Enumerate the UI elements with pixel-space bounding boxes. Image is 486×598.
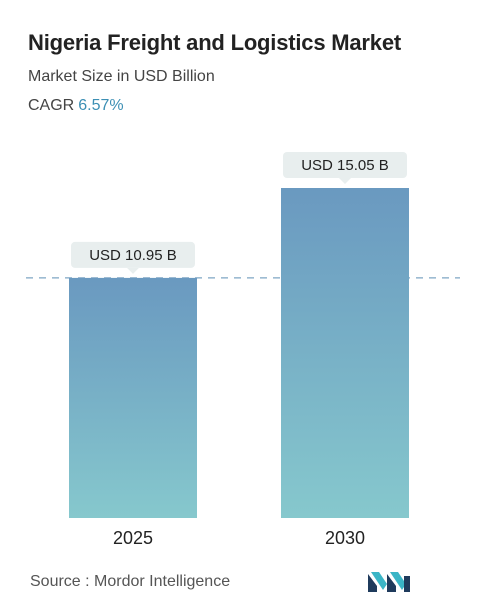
- value-label: USD 15.05 B: [301, 157, 389, 174]
- value-label-badge: [71, 241, 195, 268]
- x-tick-label: 2030: [325, 528, 365, 548]
- bar-chart: USD 10.95 B 2025 USD 15.05 B 2030: [26, 152, 460, 548]
- value-label-pointer: [127, 267, 139, 274]
- value-label-pointer: [339, 178, 351, 184]
- chart-subtitle: Market Size in USD Billion: [28, 68, 215, 85]
- chart-title: Nigeria Freight and Logistics Market: [28, 30, 401, 55]
- mordor-intelligence-logo-icon: [368, 572, 410, 592]
- value-label-badge: [283, 152, 407, 178]
- cagr-row: CAGR 6.57%: [28, 97, 124, 115]
- value-label: USD 10.95 B: [89, 247, 177, 264]
- x-tick-label: 2025: [113, 528, 153, 548]
- cagr-value: 6.57%: [78, 97, 124, 114]
- source-text: Source : Mordor Intelligence: [30, 573, 231, 590]
- bar-2025: [69, 277, 197, 518]
- bar-2030: [281, 188, 409, 518]
- cagr-label: CAGR: [28, 97, 75, 114]
